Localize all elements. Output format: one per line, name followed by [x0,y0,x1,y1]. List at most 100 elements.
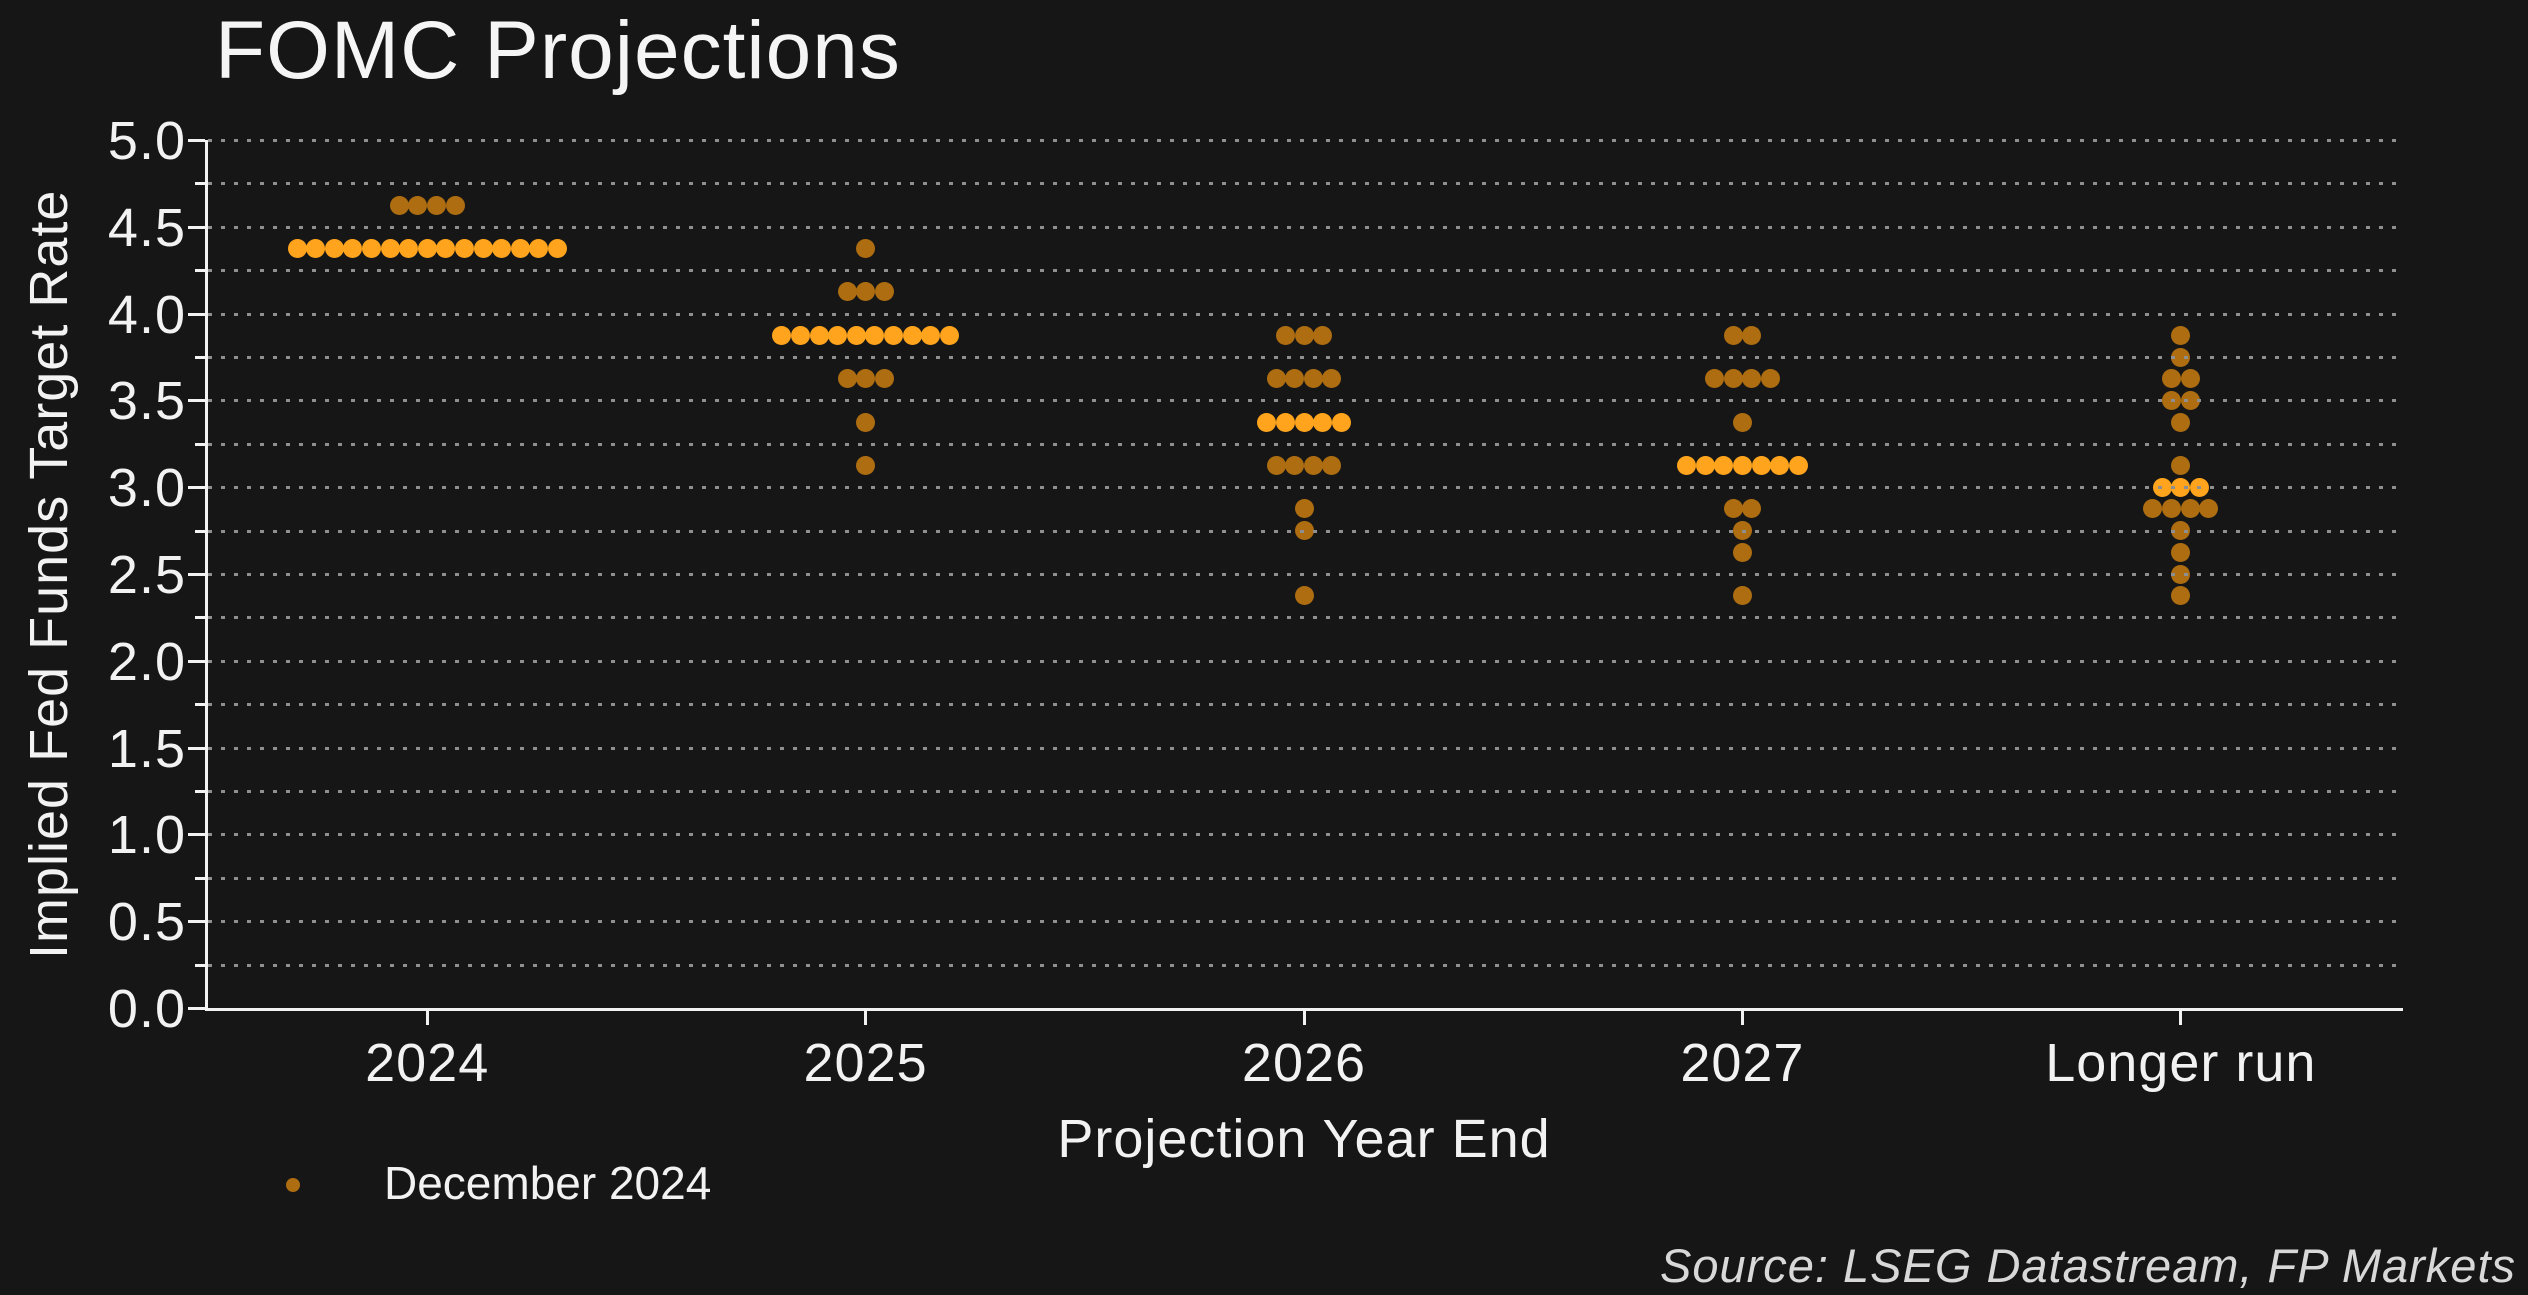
projection-dot-median [343,239,363,258]
projection-dot [2171,456,2191,475]
x-tick [864,1008,868,1025]
projection-dot [856,282,876,302]
y-minor-tick [195,876,205,880]
y-major-tick [188,486,205,490]
y-major-tick [188,399,205,403]
gridline [208,920,2400,924]
y-major-tick [188,139,205,142]
y-major-tick [188,833,205,837]
projection-dot-median [1677,456,1697,475]
gridline [208,963,2400,967]
projection-dot [1313,325,1333,345]
projection-dot-median [380,239,400,258]
y-tick-label: 0.0 [107,979,186,1039]
y-minor-tick [195,963,205,967]
projection-dot [2171,586,2191,606]
gridline [208,486,2400,490]
projection-dot [1303,369,1323,389]
projection-dot-median [417,239,437,258]
y-major-tick [188,659,205,663]
y-minor-tick [195,616,205,620]
projection-dot-median [306,239,326,258]
projection-dot-median [884,325,903,345]
gridline [208,139,2400,142]
y-minor-tick [195,356,205,359]
legend-label: December 2024 [384,1157,712,1209]
projection-dot-median [1788,456,1808,475]
projection-dot [1285,369,1305,389]
y-major-tick [188,312,205,316]
projection-dot [1294,325,1314,345]
projection-dot [1294,499,1314,519]
projection-dot [2171,325,2191,345]
projection-dot-median [1313,412,1333,432]
legend: December 2024 [286,1156,711,1210]
gridline [208,182,2400,186]
projection-dot-median [529,239,549,258]
projection-dot-median [902,325,922,345]
gridline [208,876,2400,880]
gridline [208,356,2400,359]
x-axis-title: Projection Year End [1057,1109,1551,1169]
projection-dot [837,369,857,389]
y-tick-label: 4.0 [107,284,186,345]
y-major-tick [188,225,205,229]
projection-dot [1705,369,1724,389]
y-minor-tick [195,182,205,186]
projection-dot [837,282,857,302]
projection-dot [427,195,446,215]
projection-dot [408,195,428,215]
projection-dot-median [361,239,381,258]
x-tick-label: 2024 [365,1033,490,1093]
projection-dot [1723,325,1743,345]
source-note: Source: LSEG Datastream, FP Markets [1659,1239,2516,1292]
x-tick [1740,1008,1744,1025]
y-tick-label: 0.5 [107,892,186,953]
gridline [208,790,2400,793]
y-major-tick [188,920,205,924]
projection-dot-median [473,239,493,258]
projection-dot-median [939,325,959,345]
projection-dot [2162,369,2181,389]
projection-dot-median [865,325,885,345]
gridline [208,703,2400,707]
projection-dot-median [436,239,456,258]
gridline [208,746,2400,750]
projection-dot-median [287,239,307,258]
projection-dot [874,282,894,302]
y-tick-label: 3.0 [107,458,186,519]
projection-dot [1732,412,1752,432]
y-major-tick [188,573,205,576]
gridline [208,312,2400,316]
y-tick-label: 2.0 [107,631,186,692]
projection-dot [1732,586,1752,606]
projection-dot-median [1714,456,1734,475]
projection-dot [1723,499,1743,519]
projection-dot [856,412,876,432]
projection-dot [1742,325,1762,345]
x-tick [425,1008,429,1025]
projection-dot-median [772,325,792,345]
projection-dot [1266,369,1286,389]
gridline [208,573,2400,576]
projection-dot [856,369,876,389]
projection-dot [1285,456,1305,475]
gridline [208,659,2400,663]
y-minor-tick [195,529,205,533]
projection-dot-median [454,239,474,258]
y-minor-tick [195,703,205,707]
gridline [208,269,2400,273]
projection-dot [874,369,894,389]
x-tick-label: 2027 [1680,1033,1805,1093]
projection-dot [1322,456,1342,475]
projection-dot-median [1732,456,1752,475]
chart-title: FOMC Projections [215,5,901,96]
y-minor-tick [195,790,205,793]
projection-dot-median [1331,412,1351,432]
projection-dot-median [547,239,567,258]
projection-dot-median [510,239,530,258]
y-tick-label: 5.0 [107,111,186,171]
projection-dot [1742,369,1762,389]
x-tick-label: 2025 [803,1033,928,1093]
